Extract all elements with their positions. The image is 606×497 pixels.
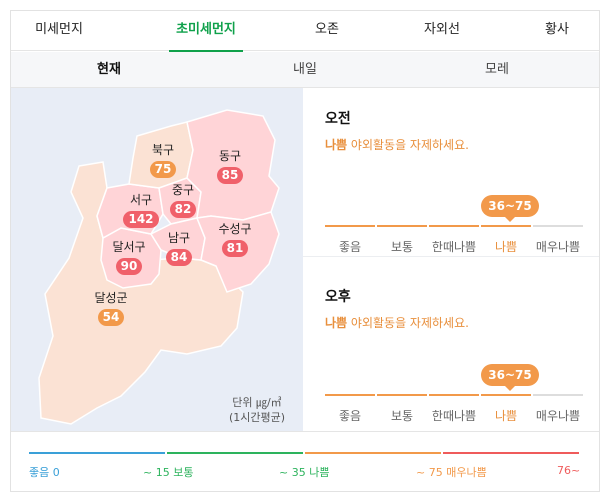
tab-ultrafine-dust[interactable]: 초미세먼지 xyxy=(169,11,243,52)
legend-bad: ~ 35 나쁨 xyxy=(279,466,330,479)
legend-very-bad: ~ 75 매우나쁨 xyxy=(416,466,487,479)
legend-line-bad xyxy=(305,452,441,454)
district-name: 달서구 xyxy=(112,240,146,254)
district-suseong[interactable]: 수성구 81 xyxy=(210,222,260,257)
tab-fine-dust[interactable]: 미세먼지 xyxy=(35,22,83,37)
scale-very-bad: 매우나쁨 xyxy=(533,225,583,255)
district-value: 90 xyxy=(115,258,143,275)
scale-bad: 나쁨 xyxy=(481,225,531,255)
map-shapes xyxy=(38,109,280,425)
district-name: 남구 xyxy=(167,231,191,245)
district-nam[interactable]: 남구 84 xyxy=(154,231,204,266)
district-map: 북구 75 동구 85 중구 82 서구 142 수성구 81 남구 84 달서… xyxy=(11,88,303,431)
district-dalseo[interactable]: 달서구 90 xyxy=(104,240,154,275)
legend-line-very-bad xyxy=(443,452,579,454)
district-seo[interactable]: 서구 142 xyxy=(116,193,166,228)
forecast-am: 오전 나쁨 야외활동을 자제하세요. 36~75 좋음 보통 한때나쁨 나쁨 매… xyxy=(325,108,583,258)
scale-bad: 나쁨 xyxy=(481,394,531,424)
district-value: 84 xyxy=(165,249,193,266)
unit-label: 단위 ㎍/㎥ xyxy=(232,396,282,409)
fine-dust-widget: 미세먼지 초미세먼지 오존 자외선 황사 현재 내일 모레 xyxy=(10,10,600,492)
district-jung[interactable]: 중구 82 xyxy=(158,183,208,218)
tab-tomorrow[interactable]: 내일 xyxy=(293,62,317,77)
tab-day-after-tomorrow[interactable]: 모레 xyxy=(485,62,509,77)
legend-good: 좋음 0 xyxy=(29,466,60,479)
forecast-advice: 야외활동을 자제하세요. xyxy=(350,316,469,330)
district-value: 82 xyxy=(169,201,197,218)
district-name: 북구 xyxy=(151,143,175,157)
tab-today[interactable]: 현재 xyxy=(97,62,121,77)
scale-very-bad: 매우나쁨 xyxy=(533,394,583,424)
district-name: 수성구 xyxy=(218,222,252,236)
district-value: 85 xyxy=(216,167,244,184)
scale-good: 좋음 xyxy=(325,394,375,424)
forecast-advice: 야외활동을 자제하세요. xyxy=(350,138,469,152)
tab-uv[interactable]: 자외선 xyxy=(424,22,460,37)
tab-ozone[interactable]: 오존 xyxy=(315,22,339,37)
range-bubble: 36~75 xyxy=(481,364,539,391)
district-name: 서구 xyxy=(129,193,153,207)
forecast-level: 나쁨 xyxy=(325,316,348,330)
range-bubble: 36~75 xyxy=(481,195,539,222)
district-name: 달성군 xyxy=(94,291,128,305)
legend-line-normal xyxy=(167,452,303,454)
forecast-message: 나쁨 야외활동을 자제하세요. xyxy=(325,314,583,331)
scale-sometimes-bad: 한때나쁨 xyxy=(429,225,479,255)
forecast-panel: 오전 나쁨 야외활동을 자제하세요. 36~75 좋음 보통 한때나쁨 나쁨 매… xyxy=(303,88,599,431)
district-dong[interactable]: 동구 85 xyxy=(205,149,255,184)
district-value: 54 xyxy=(97,309,125,326)
unit-note: 단위 ㎍/㎥ (1시간평균) xyxy=(229,395,285,425)
district-buk[interactable]: 북구 75 xyxy=(138,143,188,178)
level-scale: 좋음 보통 한때나쁨 나쁨 매우나쁨 xyxy=(325,225,583,255)
forecast-pm: 오후 나쁨 야외활동을 자제하세요. 36~75 좋음 보통 한때나쁨 나쁨 매… xyxy=(325,286,583,426)
scale-good: 좋음 xyxy=(325,225,375,255)
district-name: 동구 xyxy=(218,149,242,163)
forecast-message: 나쁨 야외활동을 자제하세요. xyxy=(325,136,583,153)
scale-normal: 보통 xyxy=(377,225,427,255)
district-name: 중구 xyxy=(171,183,195,197)
period-divider xyxy=(303,256,599,257)
legend-max: 76~ xyxy=(557,464,581,477)
grade-legend: 좋음 0 ~ 15 보통 ~ 35 나쁨 ~ 75 매우나쁨 76~ xyxy=(11,431,599,492)
day-tabs: 현재 내일 모레 xyxy=(11,52,599,88)
legend-normal: ~ 15 보통 xyxy=(143,466,194,479)
district-value: 75 xyxy=(149,161,177,178)
tab-yellow-dust[interactable]: 황사 xyxy=(545,22,569,37)
period-title: 오후 xyxy=(325,289,351,305)
district-value: 142 xyxy=(123,211,159,228)
district-value: 81 xyxy=(221,240,249,257)
scale-sometimes-bad: 한때나쁨 xyxy=(429,394,479,424)
period-title: 오전 xyxy=(325,111,351,127)
legend-line-good xyxy=(29,452,165,454)
district-dalseong[interactable]: 달성군 54 xyxy=(86,291,136,326)
pollutant-tabs: 미세먼지 초미세먼지 오존 자외선 황사 xyxy=(11,11,599,52)
unit-average-label: (1시간평균) xyxy=(228,411,285,424)
scale-normal: 보통 xyxy=(377,394,427,424)
level-scale: 좋음 보통 한때나쁨 나쁨 매우나쁨 xyxy=(325,394,583,424)
forecast-level: 나쁨 xyxy=(325,138,348,152)
